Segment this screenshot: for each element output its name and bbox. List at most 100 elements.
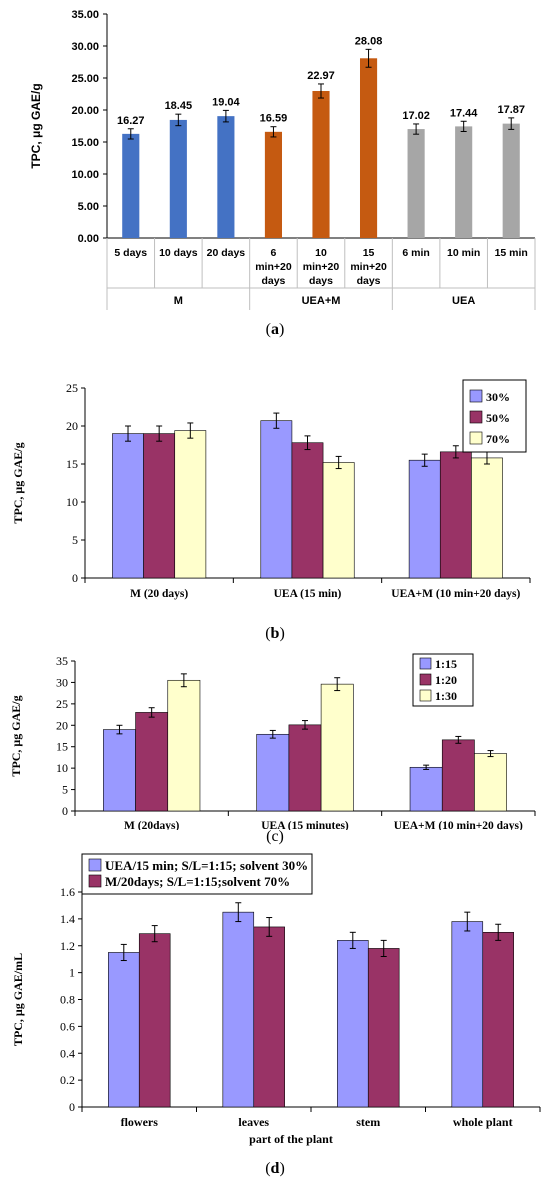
x-axis-label: part of the plant [249,1132,333,1146]
legend-label: UEA/15 min; S/L=1:15; solvent 30% [105,858,308,873]
y-tick-label: 30 [56,675,68,689]
bar-M-20days-S-L-1-15-solvent-70--3 [367,948,400,1108]
y-tick-label: 0.6 [60,1019,75,1033]
y-tick-label: 25.00 [71,73,99,85]
bar-1-20-2 [288,724,322,812]
chart-d-panel: 0 0.2 0.4 0.6 0.8 1 1.2 1.4 1.6 TPC, μg GAE/mL flo… [0,850,550,1160]
y-tick-label: 1.4 [60,912,75,926]
chart-a: 0.00 5.00 10.00 15.00 20.00 25.00 30.00 35.00 TP… [29,9,536,310]
y-tick-label: 0 [72,571,78,585]
x-tick-label: M (20 days) [130,588,188,600]
y-tick-label: 1.2 [60,939,75,953]
bar-30--2 [260,420,293,579]
x-tick-label: 15 min [495,247,528,259]
x-tick-label: 15 [363,247,375,259]
x-tick-label: 6 [271,247,277,259]
y-tick-label: 15 [56,740,68,754]
group-label: M [174,295,183,307]
y-tick-label: 1 [69,966,75,980]
y-tick-label: 10 [66,495,78,509]
x-tick-label: min+20 [350,261,387,273]
bar-8 [455,126,473,238]
data-label-4: 16.59 [260,113,288,125]
legend-label: 70% [486,432,510,446]
y-tick-label: 0.8 [60,993,75,1007]
x-tick-label: 6 min [402,247,429,259]
group-label: UEA [452,295,475,307]
bar-70--3 [471,457,503,579]
data-label-6: 28.08 [355,35,383,47]
x-tick-label: min+20 [303,261,340,273]
chart-b-panel: 0 5 10 15 20 25 TPC, μg GAE/g M (20 days) UEA (1… [0,370,550,625]
bar-UEA-15-min-S-L-1-15-solvent-30--4 [451,921,484,1108]
y-tick-label: 5 [62,783,68,797]
bar-1-30-3 [474,753,507,812]
bar-1-15-1 [103,729,136,812]
bar-50--2 [291,442,324,579]
caption-a: (a) [265,321,285,338]
y-tick-label: 30.00 [71,41,99,53]
x-tick-label: flowers [121,1115,159,1129]
bar-1-30-2 [320,683,354,812]
bar-UEA-15-min-S-L-1-15-solvent-30--2 [222,911,255,1108]
y-tick-label: 35 [56,654,68,668]
y-tick-label: 5 [72,533,78,547]
y-tick-label: 1.6 [60,885,75,899]
chart-c: 0 5 10 15 20 25 30 35 TPC, μg GAE/g M (20days) UEA… [9,653,536,830]
legend-swatch [469,410,483,424]
x-tick-label: 10 min [447,247,480,259]
bar-M-20days-S-L-1-15-solvent-70--2 [253,926,285,1108]
x-tick-label: days [309,275,333,287]
x-tick-label: 10 days [159,247,198,259]
legend-swatch [469,431,483,445]
legend-label: 1:15 [435,657,457,671]
legend-label: 1:30 [435,689,457,703]
y-tick-label: 20.00 [71,105,99,117]
legend-box [81,853,313,895]
data-label-2: 18.45 [165,100,193,112]
bar-1-15-2 [256,733,290,812]
y-tick-label: 0.00 [78,233,99,245]
bar-M-20days-S-L-1-15-solvent-70--1 [138,933,171,1108]
data-label-9: 17.87 [497,104,525,116]
bar-1-20-3 [441,739,475,812]
x-tick-label: 20 days [207,247,246,259]
bar-1-15-3 [409,766,443,812]
bar-1-30-1 [167,679,201,812]
x-tick-label: stem [356,1115,380,1129]
bar-9 [502,123,520,238]
data-label-8: 17.44 [450,107,478,119]
y-axis-label: TPC, μg GAE/g [11,442,25,523]
x-tick-label: 5 days [114,247,147,259]
caption-d: (d) [265,1160,285,1177]
legend-swatch [419,689,432,702]
x-tick-label: min+20 [255,261,292,273]
bar-30--3 [408,459,441,579]
bar-1-20-1 [135,712,169,812]
data-label-3: 19.04 [212,96,240,108]
caption-b: (b) [265,625,285,642]
bar-M-20days-S-L-1-15-solvent-70--4 [482,932,514,1108]
y-tick-label: 35.00 [71,9,99,21]
data-label-5: 22.97 [307,70,335,82]
y-tick-label: 0.4 [60,1046,75,1060]
y-tick-label: 15.00 [71,137,99,149]
x-tick-label: UEA+M (10 min+20 days) [394,820,523,830]
legend-swatch [88,874,102,888]
y-axis-label: TPC, μg GAE/g [9,695,23,776]
legend-swatch [419,673,432,686]
data-label-1: 16.27 [117,115,145,127]
bar-50--3 [439,451,472,579]
legend-label: 50% [486,411,510,425]
bar-30--1 [112,433,144,579]
y-tick-label: 10.00 [71,169,99,181]
y-tick-label: 0 [69,1100,75,1114]
y-tick-label: 20 [56,718,68,732]
chart-b: 0 5 10 15 20 25 TPC, μg GAE/g M (20 days) UEA (1… [11,379,531,600]
x-tick-label: leaves [238,1115,269,1129]
x-tick-label: whole plant [453,1115,513,1129]
group-label: UEA+M [302,295,341,307]
chart-d: 0 0.2 0.4 0.6 0.8 1 1.2 1.4 1.6 TPC, μg GAE/mL flo… [11,853,541,1146]
caption-c: (c) [266,828,284,845]
bar-3 [217,116,235,238]
